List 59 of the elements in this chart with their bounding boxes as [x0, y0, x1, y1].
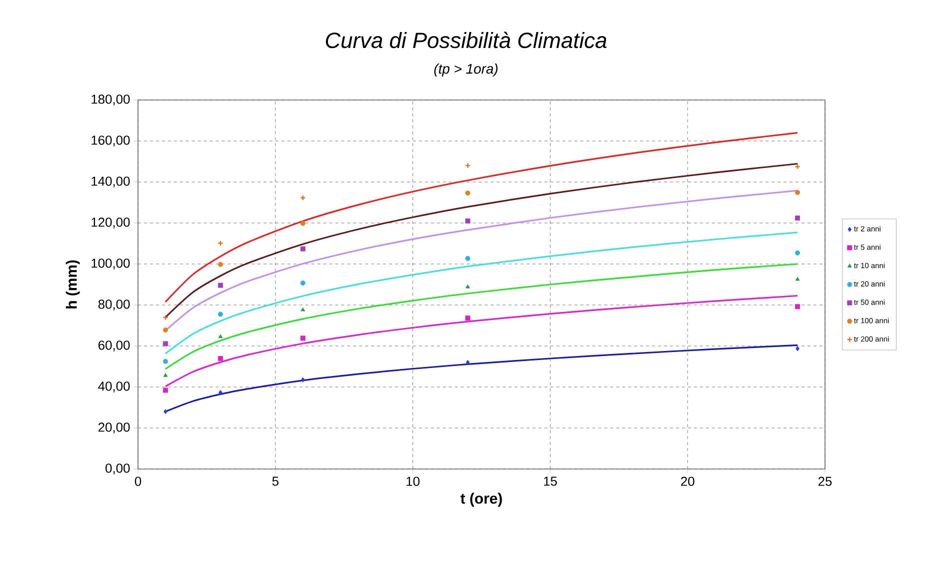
y-tick-label: 20,00 — [98, 422, 130, 434]
point — [162, 314, 168, 320]
point — [794, 164, 800, 170]
point — [795, 276, 800, 281]
y-tick-label: 160,00 — [92, 136, 130, 146]
point — [218, 356, 223, 361]
point — [300, 307, 306, 312]
point — [164, 409, 168, 414]
y-tick-label: 0,00 — [106, 464, 130, 474]
point — [795, 250, 800, 256]
point — [300, 220, 306, 226]
y-tick-label: 60,00 — [98, 340, 130, 352]
x-tick-label: 15 — [544, 476, 557, 486]
line-series — [164, 162, 798, 318]
point — [464, 162, 471, 168]
point — [163, 373, 168, 377]
point — [218, 312, 223, 317]
point — [465, 316, 470, 321]
line-series — [164, 132, 798, 303]
point — [795, 190, 800, 195]
y-tick-label: 120,00 — [92, 218, 130, 228]
point — [465, 218, 470, 224]
point — [163, 341, 168, 346]
point — [163, 358, 168, 364]
line-series — [164, 263, 798, 370]
point — [218, 334, 223, 338]
chart-subtitle: (tp > 1ora) — [434, 63, 498, 76]
y-axis-title: h (mm) — [66, 260, 80, 308]
point — [163, 388, 168, 393]
y-tick-label: 40,00 — [98, 382, 130, 392]
point — [300, 377, 305, 382]
point — [465, 256, 470, 261]
y-tick-label: 80,00 — [98, 300, 130, 310]
line-series — [164, 232, 798, 354]
y-tick-label: 180,00 — [92, 94, 130, 106]
point — [163, 328, 168, 332]
y-tick-label: 100,00 — [92, 258, 130, 270]
x-axis-title: t (ore) — [460, 492, 502, 507]
point — [796, 346, 800, 352]
point — [300, 280, 306, 286]
x-tick-label: 5 — [272, 476, 278, 486]
y-tick-label: 140,00 — [92, 176, 130, 188]
chart-title: Curva di Possibilità Climatica — [326, 32, 606, 48]
point — [795, 216, 800, 221]
point — [466, 360, 470, 365]
x-tick-label: 25 — [818, 476, 832, 486]
point — [795, 304, 800, 310]
point — [465, 190, 470, 196]
line-series — [164, 344, 798, 412]
point — [300, 336, 306, 341]
x-tick-label: 20 — [681, 476, 694, 486]
point — [218, 262, 223, 267]
x-tick-label: 0 — [134, 476, 142, 486]
point — [466, 284, 470, 288]
point — [300, 246, 306, 252]
x-tick-label: 10 — [406, 476, 420, 486]
point — [218, 282, 223, 288]
point — [218, 390, 222, 396]
line-series — [164, 294, 798, 388]
